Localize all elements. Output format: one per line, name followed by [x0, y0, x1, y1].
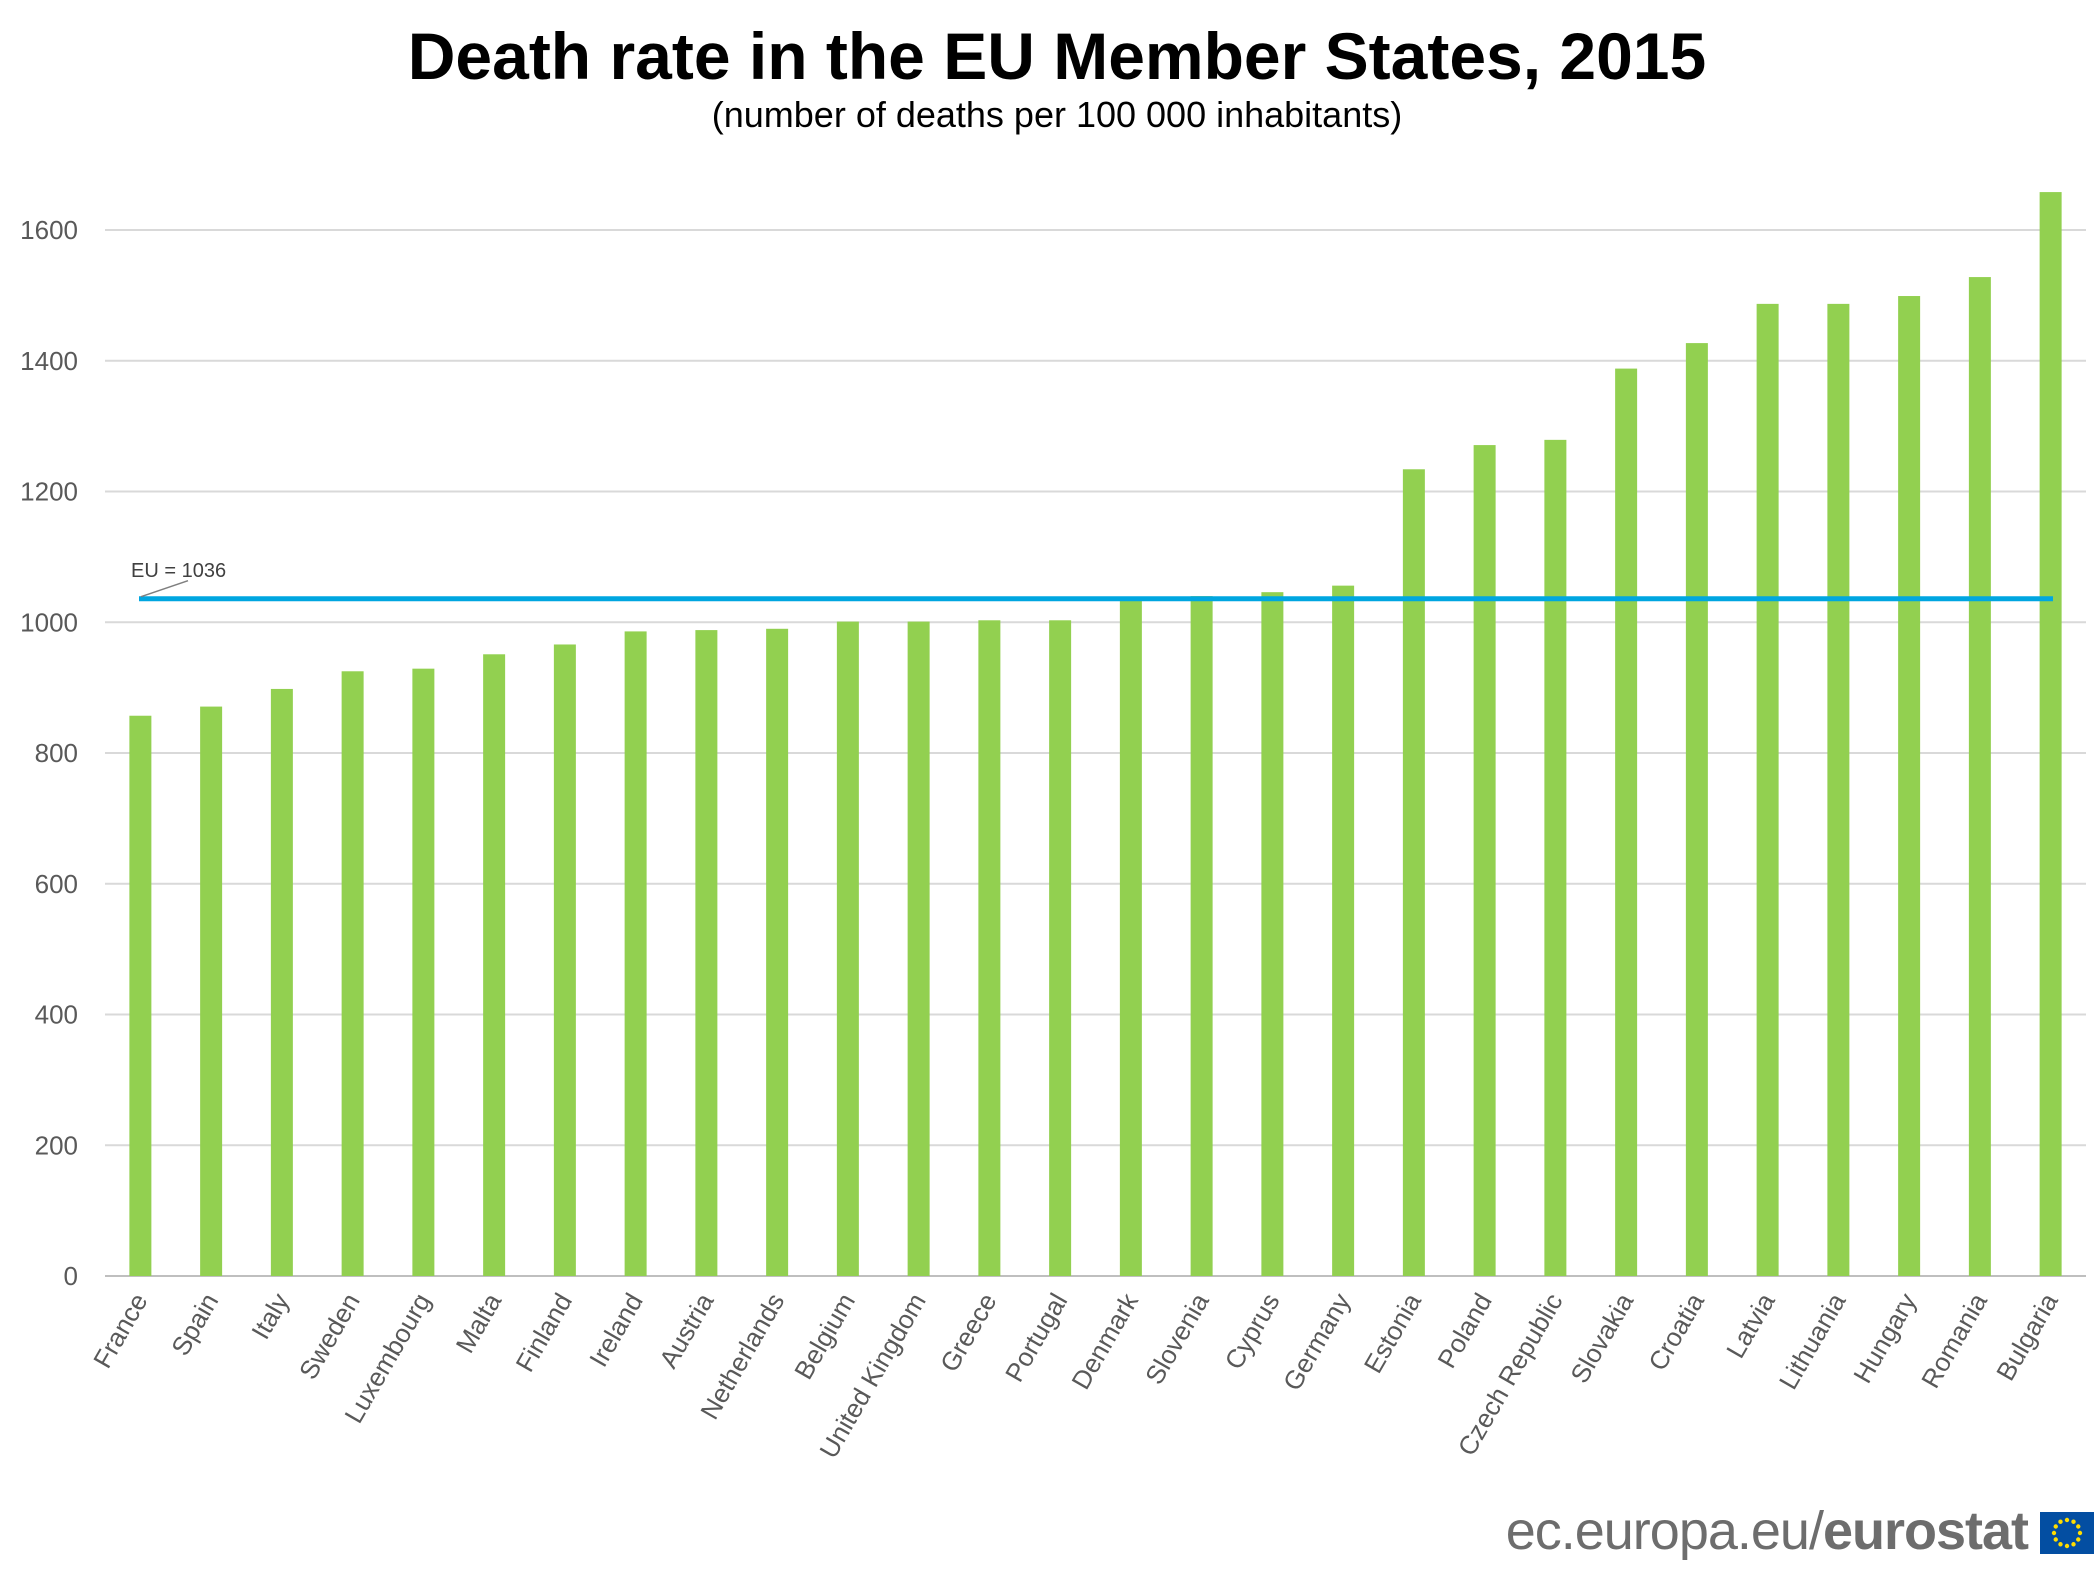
x-tick-label: Sweden — [293, 1288, 366, 1384]
bar-greece — [978, 620, 1001, 1276]
footer-url: ec.europa.eu/eurostat — [1505, 1500, 2029, 1562]
x-tick-label: Lithuania — [1773, 1288, 1852, 1395]
x-tick-label: Estonia — [1358, 1288, 1428, 1379]
bar-finland — [553, 644, 576, 1276]
bar-ireland — [624, 631, 647, 1276]
chart-subtitle: (number of deaths per 100 000 inhabitant… — [711, 94, 1403, 135]
x-tick-label: Denmark — [1065, 1287, 1144, 1394]
bar-austria — [695, 630, 718, 1276]
x-tick-label: Germany — [1277, 1288, 1356, 1396]
flag-star — [2076, 1537, 2081, 1542]
bar-luxembourg — [412, 668, 435, 1276]
y-tick-label: 1400 — [20, 346, 78, 376]
x-tick-label: Hungary — [1847, 1288, 1922, 1388]
x-tick-label: Belgium — [788, 1288, 861, 1384]
flag-star — [2053, 1537, 2058, 1542]
bar-france — [129, 715, 152, 1276]
bar-germany — [1332, 585, 1355, 1276]
bar-czech-republic — [1544, 439, 1567, 1276]
eu-label-pointer — [140, 580, 189, 598]
eu-flag-icon — [2040, 1512, 2094, 1554]
flag-star — [2053, 1524, 2058, 1529]
x-tick-label: Romania — [1915, 1288, 1993, 1394]
x-tick-label: Poland — [1431, 1288, 1497, 1373]
x-tick-label: Greece — [934, 1288, 1003, 1377]
bar-cyprus — [1261, 592, 1284, 1276]
x-tick-label: Portugal — [999, 1288, 1073, 1387]
bar-sweden — [341, 671, 364, 1276]
y-tick-label: 1200 — [20, 477, 78, 507]
bar-malta — [483, 654, 506, 1276]
footer-site: ec.europa.eu/ — [1505, 1501, 1824, 1561]
y-tick-label: 1600 — [20, 215, 78, 245]
x-tick-label: Cyprus — [1218, 1288, 1285, 1374]
bar-romania — [1968, 277, 1991, 1276]
eu-average-label: EU = 1036 — [131, 560, 226, 582]
bar-hungary — [1898, 296, 1921, 1276]
flag-star — [2058, 1542, 2063, 1547]
flag-star — [2064, 1543, 2070, 1549]
x-tick-label: Spain — [165, 1288, 224, 1361]
bar-netherlands — [766, 628, 789, 1276]
x-tick-label: Malta — [450, 1288, 508, 1359]
chart-title: Death rate in the EU Member States, 2015 — [407, 19, 1707, 93]
bar-slovakia — [1615, 368, 1638, 1277]
bar-italy — [270, 688, 293, 1276]
x-tick-label: Finland — [509, 1288, 578, 1377]
x-tick-label: Slovenia — [1139, 1288, 1215, 1390]
x-tick-label: Croatia — [1642, 1288, 1710, 1376]
x-tick-label: Austria — [653, 1288, 720, 1374]
y-tick-label: 1000 — [20, 607, 78, 637]
bar-poland — [1473, 445, 1496, 1276]
bar-lithuania — [1827, 303, 1850, 1276]
bar-belgium — [836, 621, 859, 1276]
x-tick-label: Italy — [245, 1288, 295, 1344]
y-tick-label: 600 — [35, 869, 78, 899]
x-tick-label: Bulgaria — [1990, 1288, 2064, 1386]
bar-latvia — [1756, 303, 1779, 1276]
x-tick-label: Slovakia — [1564, 1288, 1639, 1389]
flag-star — [2071, 1542, 2076, 1547]
flag-star — [2076, 1524, 2081, 1529]
bar-portugal — [1049, 620, 1072, 1276]
y-tick-label: 800 — [35, 738, 78, 768]
bar-slovenia — [1190, 596, 1213, 1276]
flag-star — [2064, 1517, 2070, 1523]
y-tick-label: 0 — [64, 1261, 78, 1291]
flag-star — [2058, 1519, 2063, 1524]
x-tick-label: Latvia — [1720, 1288, 1781, 1364]
bar-estonia — [1402, 469, 1425, 1277]
y-tick-label: 200 — [35, 1130, 78, 1160]
x-tick-label: France — [87, 1288, 153, 1373]
x-tick-label: Ireland — [583, 1288, 649, 1372]
bar-chart: 0 200 400 600 800 1000 1200 1400 1600 France Spain… — [20, 192, 2086, 1463]
bar-bulgaria — [2039, 192, 2062, 1276]
flag-star — [2051, 1530, 2057, 1536]
bar-united-kingdom — [907, 621, 930, 1276]
bar-croatia — [1685, 343, 1708, 1276]
bar-spain — [200, 706, 223, 1276]
flag-star — [2077, 1530, 2083, 1536]
flag-star — [2071, 1519, 2076, 1524]
y-tick-label: 400 — [35, 1000, 78, 1030]
footer-brand: eurostat — [1822, 1501, 2029, 1561]
bar-denmark — [1119, 600, 1142, 1276]
